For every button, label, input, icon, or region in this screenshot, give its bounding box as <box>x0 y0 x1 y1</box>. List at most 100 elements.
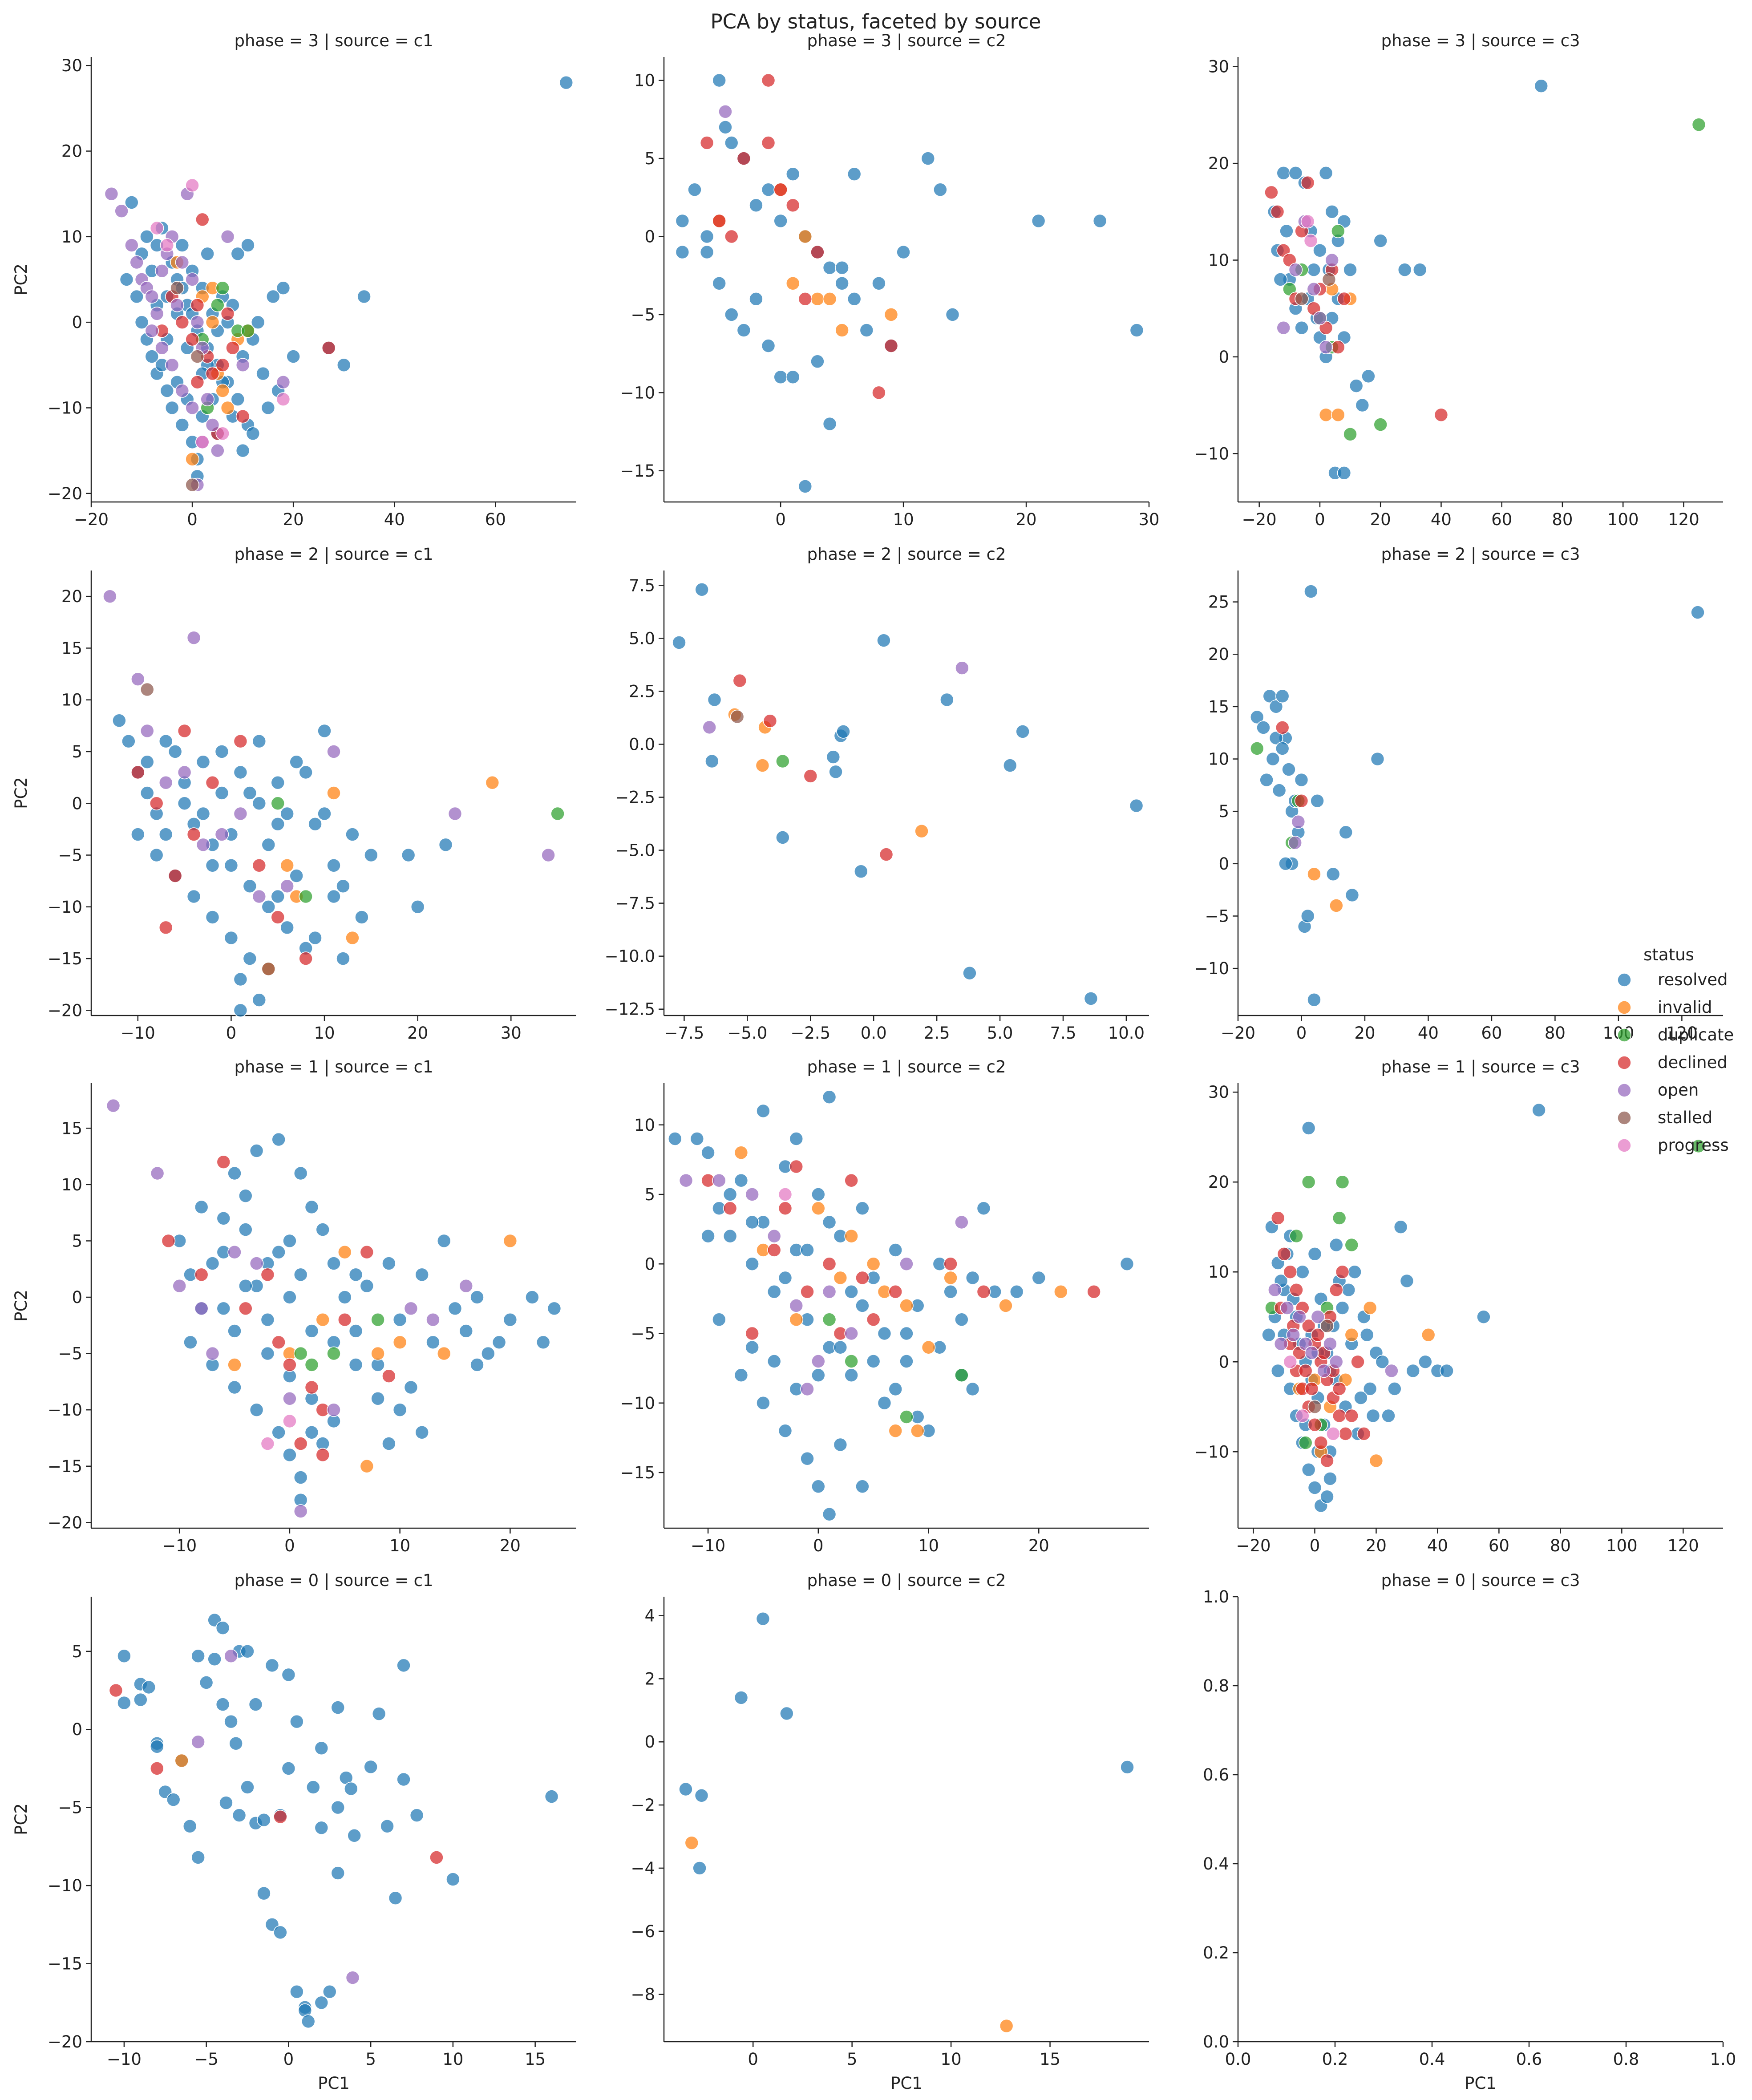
data-point-resolved <box>283 1290 297 1304</box>
data-point-declined <box>226 341 240 355</box>
data-point-resolved <box>1354 1391 1368 1405</box>
data-point-resolved <box>271 1425 286 1440</box>
data-point-invalid <box>999 1299 1013 1313</box>
data-point-resolved <box>233 1003 248 1018</box>
data-point-resolved <box>271 889 285 904</box>
data-point-resolved <box>776 830 790 845</box>
data-point-declined <box>304 1380 319 1395</box>
x-tick-label: 20 <box>500 1536 521 1555</box>
y-tick-label: −12.5 <box>605 1000 655 1019</box>
data-point-declined <box>1289 1283 1303 1297</box>
data-point-open <box>145 324 159 338</box>
facet-panel: phase = 2 | source = c3−2002040608010012… <box>1194 545 1723 1043</box>
data-point-declined <box>215 358 230 372</box>
data-point-resolved <box>1375 1355 1390 1369</box>
data-point-resolved <box>248 1697 263 1712</box>
y-tick-label: −10 <box>48 898 82 917</box>
data-point-resolved <box>1373 234 1388 248</box>
legend-label-invalid: invalid <box>1658 998 1712 1017</box>
data-point-resolved <box>410 900 425 914</box>
data-point-declined <box>1344 1408 1359 1423</box>
data-point-invalid <box>1319 408 1333 422</box>
x-tick-label: 0 <box>283 2050 294 2069</box>
data-point-open <box>227 1245 242 1259</box>
data-point-open <box>1288 263 1303 277</box>
data-point-open <box>789 1299 804 1313</box>
data-point-declined <box>1314 1436 1328 1450</box>
x-tick-label: 0 <box>284 1536 295 1555</box>
y-tick-label: −2 <box>631 1796 655 1815</box>
data-point-resolved <box>239 1189 253 1203</box>
data-point-resolved <box>229 1736 243 1751</box>
data-point-invalid <box>337 1245 352 1259</box>
data-point-declined <box>1264 185 1279 200</box>
data-point-declined <box>1298 1364 1313 1378</box>
data-point-resolved <box>1084 991 1098 1006</box>
data-point-resolved <box>214 786 229 800</box>
data-point-open <box>196 838 210 852</box>
data-point-open <box>185 272 199 287</box>
data-point-resolved <box>833 1340 848 1355</box>
data-point-resolved <box>707 692 722 707</box>
data-point-open <box>165 358 179 372</box>
y-tick-label: 7.5 <box>629 576 655 595</box>
data-point-resolved <box>822 1507 837 1521</box>
data-point-resolved <box>261 900 276 914</box>
data-point-resolved <box>668 1132 682 1146</box>
data-point-open <box>718 105 732 119</box>
data-point-invalid <box>485 775 500 790</box>
data-point-resolved <box>1250 710 1264 724</box>
y-tick-label: 0 <box>72 794 82 813</box>
data-point-resolved <box>679 1782 693 1797</box>
data-point-open <box>205 418 220 432</box>
data-point-resolved <box>1275 741 1290 756</box>
data-point-open <box>745 1187 759 1202</box>
data-point-declined <box>724 229 739 244</box>
data-point-resolved <box>822 417 837 431</box>
data-point-resolved <box>344 1781 358 1796</box>
data-point-resolved <box>745 1215 759 1230</box>
data-point-invalid <box>1307 867 1321 882</box>
data-point-resolved <box>205 858 220 873</box>
data-point-resolved <box>847 292 862 306</box>
data-point-resolved <box>675 214 690 228</box>
data-point-open <box>103 589 117 603</box>
facet-panel: phase = 0 | source = c3 0.0 0.2 0.4 0.6 0.8 1.… <box>1203 1571 1736 2093</box>
data-point-resolved <box>1313 243 1327 258</box>
data-point-declined <box>109 1683 123 1698</box>
data-point-resolved <box>690 1132 704 1146</box>
facet-title: phase = 2 | source = c1 <box>235 545 433 564</box>
data-point-resolved <box>854 864 868 878</box>
data-point-resolved <box>1120 1257 1134 1271</box>
data-point-resolved <box>1363 1382 1377 1396</box>
data-point-resolved <box>1691 605 1705 619</box>
data-point-resolved <box>955 1312 969 1327</box>
data-point-resolved <box>778 1424 793 1438</box>
data-point-declined <box>800 1284 814 1299</box>
data-point-resolved <box>216 1211 231 1226</box>
data-point-resolved <box>200 247 214 261</box>
data-point-invalid <box>1369 1453 1384 1468</box>
data-point-open <box>404 1301 418 1316</box>
data-point-resolved <box>280 806 294 821</box>
y-tick-label: 5 <box>72 1231 82 1250</box>
data-point-resolved <box>965 1271 980 1285</box>
y-tick-label: 0.2 <box>1203 1943 1229 1962</box>
facet-panel: phase = 0 | source = c2 0 5 10 15 −8 −6 −4 −2 0 2 4… <box>631 1571 1149 2093</box>
data-point-open <box>200 392 214 407</box>
data-point-resolved <box>800 1451 814 1466</box>
y-tick-label: −20 <box>48 2032 82 2051</box>
data-point-resolved <box>336 358 351 372</box>
x-tick-label: 0 <box>1296 1024 1307 1043</box>
data-point-resolved <box>767 1284 781 1299</box>
data-point-resolved <box>780 1706 794 1721</box>
data-point-invalid <box>884 308 898 322</box>
data-point-resolved <box>1339 825 1353 840</box>
y-tick-label: 10 <box>634 1116 655 1135</box>
x-tick-label: 0 <box>226 1024 237 1043</box>
data-point-resolved <box>835 276 849 291</box>
data-point-resolved <box>1272 783 1287 797</box>
data-point-resolved <box>271 1245 286 1259</box>
data-point-resolved <box>1279 224 1294 239</box>
data-point-resolved <box>811 1368 825 1383</box>
